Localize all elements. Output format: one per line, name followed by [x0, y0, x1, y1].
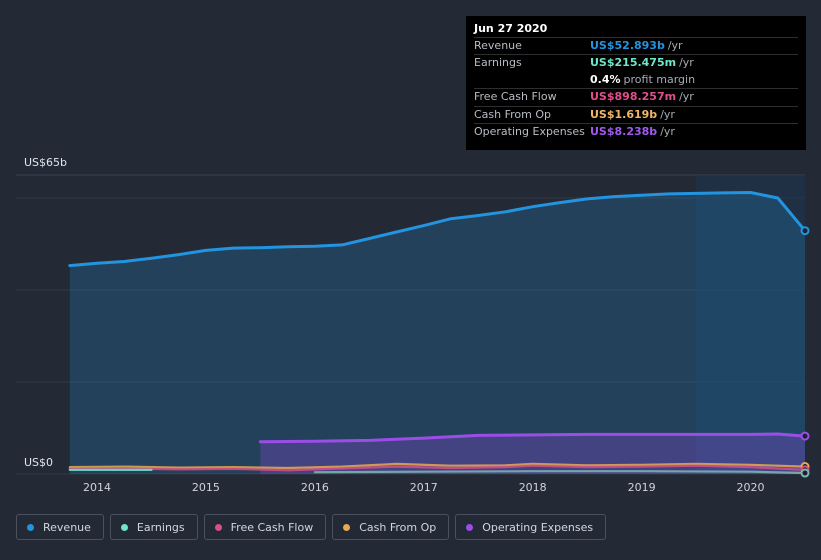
x-tick-label: 2014	[83, 481, 111, 494]
tooltip-row-label: Revenue	[474, 39, 522, 52]
tooltip-row-label	[474, 72, 590, 88]
tooltip-row-value: US$8.238b	[590, 124, 658, 138]
tooltip-row-unit: /yr	[679, 90, 694, 104]
tooltip-row-value: US$1.619b	[590, 107, 658, 121]
legend-item[interactable]: Operating Expenses	[455, 514, 607, 540]
tooltip-row: Operating Expenses US$8.238b/yr	[474, 122, 798, 140]
tooltip-row-label: Free Cash Flow	[474, 90, 557, 104]
earnings-late-line	[313, 470, 807, 475]
earnings-late-end-point	[800, 468, 810, 478]
tooltip-rows: Revenue US$52.893b/yr Earnings US$215.475m /…	[474, 37, 798, 140]
tooltip-row-unit: /yr	[660, 107, 675, 121]
legend-item[interactable]: Revenue	[16, 514, 104, 540]
x-tick-label: 2015	[192, 481, 220, 494]
highlight-band	[696, 175, 805, 474]
tooltip-row: Free Cash Flow US$898.257m/yr	[474, 88, 798, 105]
revenue-line	[68, 191, 807, 268]
legend-dot-icon	[343, 523, 351, 531]
revenue-area	[69, 192, 806, 474]
chart-legend: Revenue Earnings Free Cash Flow Cash From O…	[16, 514, 607, 540]
operating-expenses-end-point	[800, 431, 810, 441]
tooltip-row-unit: /yr	[660, 124, 675, 138]
legend-label: Revenue	[43, 520, 91, 534]
tooltip-row-value: US$52.893b	[590, 39, 665, 52]
tooltip-panel: Jun 27 2020 Revenue US$52.893b/yr Earnings…	[466, 16, 806, 150]
tooltip-row: Cash From Op US$1.619b/yr	[474, 105, 798, 123]
tooltip-row: Earnings US$215.475m/yr	[474, 54, 798, 71]
tooltip-row-value: US$215.475m	[590, 56, 677, 70]
y-tick-label: US$0	[24, 456, 53, 469]
tooltip-row-unit: /yr	[679, 56, 694, 70]
free-cash-flow-line	[68, 464, 807, 472]
tooltip-row-label: Earnings	[474, 56, 522, 70]
cash-from-op-line	[68, 462, 807, 470]
tooltip-row: Revenue US$52.893b/yr	[474, 37, 798, 54]
x-tick-label: 2020	[737, 481, 765, 494]
legend-item[interactable]: Earnings	[109, 514, 198, 540]
tooltip-row-value: US$898.257m	[590, 90, 677, 104]
legend-label: Free Cash Flow	[230, 520, 314, 534]
x-tick-label: 2016	[301, 481, 329, 494]
legend-dot-icon	[27, 523, 34, 531]
legend-label: Earnings	[136, 520, 185, 534]
tooltip-row: 0.4% profit margin	[474, 72, 798, 88]
legend-dot-icon	[120, 523, 128, 531]
x-tick-label: 2018	[519, 481, 547, 494]
legend-dot-icon	[214, 523, 222, 531]
legend-item[interactable]: Cash From Op	[332, 514, 450, 540]
revenue-end-point	[800, 226, 810, 236]
tooltip-date: Jun 27 2020	[474, 22, 548, 35]
tooltip-row-unit: profit margin	[623, 72, 696, 86]
chart-svg: US$65b US$0 2014 2015 2016 2017 2018 2019 2020	[16, 156, 810, 494]
tooltip-row-label: Cash From Op	[474, 107, 552, 121]
legend-label: Cash From Op	[359, 520, 437, 534]
tooltip-row-unit: /yr	[667, 39, 683, 52]
operating-expenses-line	[258, 432, 807, 444]
legend-label: Operating Expenses	[482, 520, 594, 534]
tooltip-row-label: Operating Expenses	[474, 124, 585, 138]
legend-dot-icon	[466, 523, 474, 531]
x-tick-label: 2017	[410, 481, 438, 494]
x-tick-label: 2019	[628, 481, 656, 494]
legend-item[interactable]: Free Cash Flow	[203, 514, 327, 540]
tooltip-row-value: 0.4%	[590, 72, 621, 86]
y-tick-label: US$65b	[24, 156, 67, 169]
